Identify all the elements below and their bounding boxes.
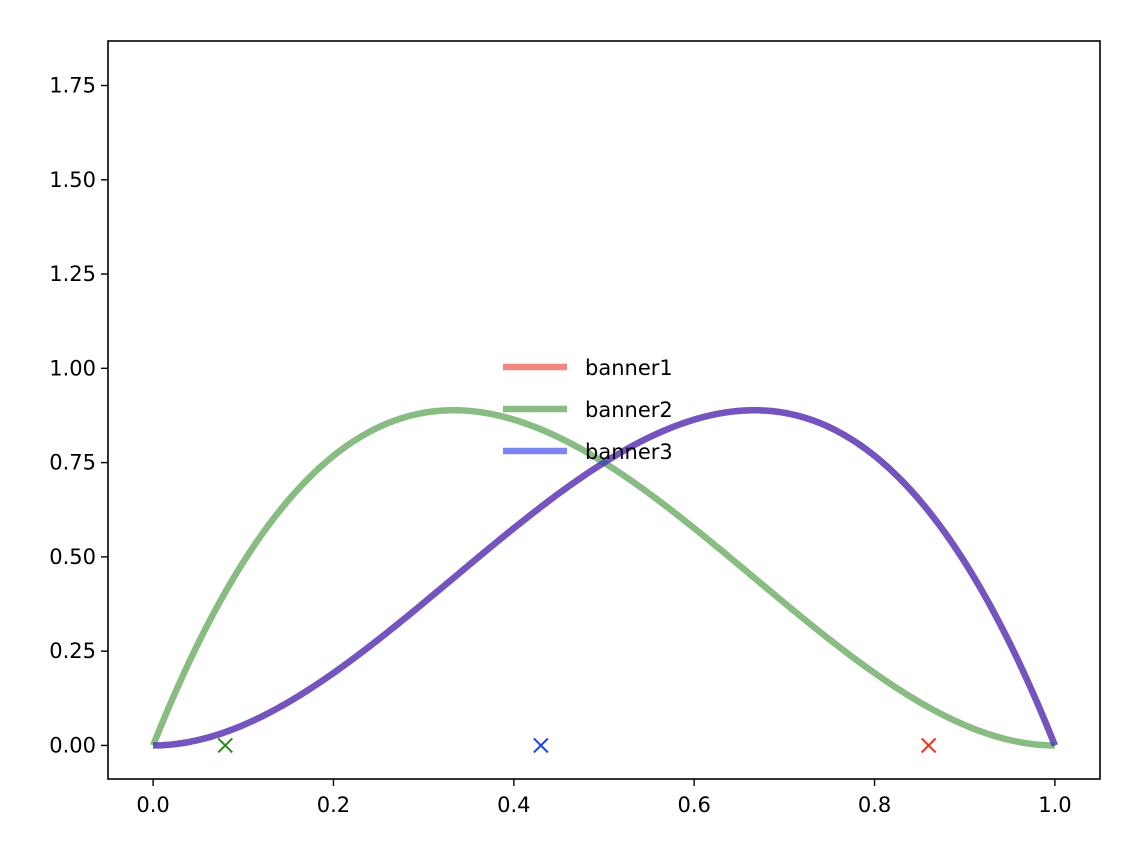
- legend-label: banner2: [585, 398, 673, 422]
- y-axis: 0.00 0.25 0.50 0.75 1.00 1.25 1.50 1.75: [49, 73, 108, 757]
- y-tick-label: 1.25: [49, 262, 96, 286]
- x-tick-label: 1.0: [1038, 793, 1071, 817]
- axes-frame: [107, 40, 1101, 780]
- x-tick-label: 0.4: [497, 793, 530, 817]
- x-marker-1: [217, 737, 233, 754]
- y-tick-label: 0.00: [49, 733, 96, 757]
- x-marker-3: [920, 737, 937, 754]
- x-tick-label: 0.2: [317, 793, 350, 817]
- x-axis: 0.0 0.2 0.4 0.6 0.8 1.0: [136, 779, 1072, 817]
- x-tick-label: 0.8: [858, 793, 891, 817]
- y-tick-label: 1.00: [49, 356, 96, 380]
- x-marker-2: [533, 737, 549, 754]
- x-tick-label: 0.6: [677, 793, 710, 817]
- legend-item-banner2: banner2: [503, 398, 673, 422]
- y-tick-label: 0.25: [49, 639, 96, 663]
- legend-label: banner3: [585, 440, 673, 464]
- legend-item-banner3: banner3: [503, 440, 673, 464]
- x-tick-label: 0.0: [136, 793, 169, 817]
- y-tick-label: 0.50: [49, 545, 96, 569]
- y-tick-label: 1.50: [49, 168, 96, 192]
- y-tick-label: 1.75: [49, 73, 96, 97]
- plot-area: [150, 406, 1058, 754]
- y-tick-label: 0.75: [49, 451, 96, 475]
- series-line-banner3: [152, 406, 1058, 749]
- legend: banner1 banner2 banner3: [503, 356, 673, 464]
- legend-label: banner1: [585, 356, 673, 380]
- legend-item-banner1: banner1: [503, 356, 673, 380]
